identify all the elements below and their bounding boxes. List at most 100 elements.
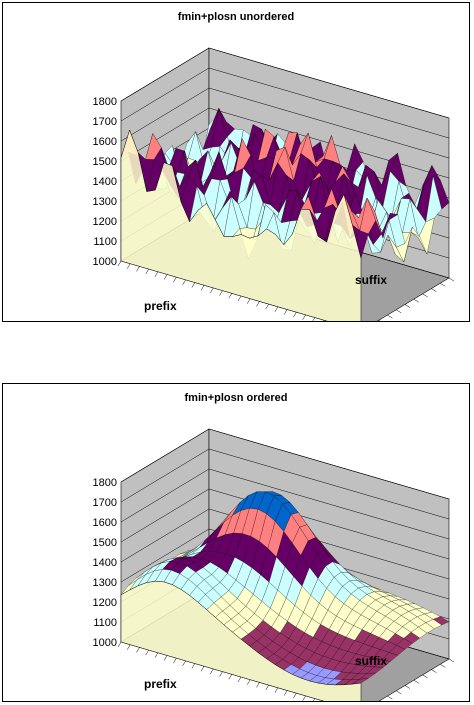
suffix-tick (431, 669, 437, 673)
gridline (120, 87, 450, 159)
prefix-tick (247, 679, 251, 685)
prefix-tick (136, 266, 140, 272)
z-tick-label: 1100 (93, 617, 117, 629)
suffix-tick (404, 304, 411, 308)
prefix-tick (302, 695, 306, 701)
gridline (120, 508, 450, 580)
z-tick-label: 1800 (93, 477, 117, 489)
surface-mesh (120, 107, 450, 263)
prefix-tick (274, 687, 279, 693)
prefix-tick (228, 293, 232, 299)
z-tick-label: 1400 (93, 557, 117, 569)
gridline (120, 47, 450, 119)
prefix-tick (293, 312, 297, 318)
prefix-tick (274, 306, 279, 312)
chart-title: fmin+plosn ordered (184, 392, 288, 404)
chart-title: fmin+plosn unordered (177, 11, 295, 23)
prefix-tick (136, 647, 140, 653)
gridline (120, 528, 450, 600)
x-axis-label: prefix (144, 299, 177, 313)
surface-plot: 1000 1100 1200 1300 1400 1500 1600 1700 1800 (93, 47, 455, 321)
z-tick-label: 1300 (93, 577, 117, 589)
y-axis-label: suffix (355, 654, 388, 668)
prefix-tick (145, 268, 149, 275)
z-tick-label: 1500 (93, 156, 117, 168)
gridline (120, 468, 450, 540)
z-tick-label: 1000 (93, 637, 117, 649)
prefix-tick (302, 314, 306, 320)
prefix-tick (237, 295, 242, 302)
suffix-tick (422, 293, 428, 298)
suffix-tick (422, 674, 428, 679)
suffix-tick (448, 658, 455, 663)
suffix-tick (440, 664, 446, 668)
prefix-tick (228, 674, 232, 680)
chart-panel-ordered: fmin+plosn ordered 1000 1100 1200 1300 1400 1… (2, 383, 470, 702)
x-axis-label: prefix (144, 677, 177, 691)
z-tick-label: 1100 (93, 236, 117, 248)
prefix-tick (256, 301, 260, 307)
z-tick-label: 1700 (93, 497, 117, 509)
gridline (120, 428, 450, 500)
prefix-tick (210, 668, 214, 675)
gridline (120, 448, 450, 520)
surface-front-skirt (120, 129, 362, 321)
prefix-tick (265, 684, 269, 691)
prefix-tick (247, 298, 251, 304)
z-tick-label: 1800 (93, 96, 117, 108)
suffix-tick (448, 277, 455, 282)
prefix-tick (163, 655, 168, 661)
prefix-tick (173, 277, 177, 283)
suffix-tick (440, 283, 446, 287)
prefix-tick (154, 652, 159, 658)
surface-plot: 1000 1100 1200 1300 1400 1500 1600 1700 1800 (93, 428, 455, 701)
prefix-tick (117, 260, 122, 267)
z-tick-label: 1200 (93, 216, 117, 228)
suffix-tick (431, 288, 437, 292)
suffix-tick (396, 690, 402, 695)
prefix-tick (127, 263, 131, 269)
gridline (120, 67, 450, 139)
prefix-tick (182, 279, 186, 285)
prefix-tick (312, 317, 316, 321)
suffix-tick (413, 298, 419, 303)
z-tick-label: 1000 (93, 256, 117, 268)
suffix-tick (387, 695, 393, 700)
chart-panel-unordered: fmin+plosn unordered 1000 1100 1200 1300 140… (2, 2, 470, 322)
z-tick-label: 1600 (93, 136, 117, 148)
y-axis-label: suffix (355, 273, 388, 287)
prefix-tick (200, 285, 205, 291)
prefix-tick (163, 274, 168, 280)
surface-mesh (120, 491, 450, 686)
prefix-tick (173, 658, 177, 664)
z-tick-label: 1700 (93, 116, 117, 128)
prefix-tick (117, 641, 122, 648)
prefix-tick (154, 271, 159, 277)
z-tick-label: 1200 (93, 597, 117, 609)
prefix-tick (191, 663, 196, 669)
suffix-tick (378, 320, 381, 321)
surface-front-skirt (120, 580, 362, 701)
suffix-tick (387, 314, 393, 319)
gridline (120, 488, 450, 560)
prefix-tick (145, 649, 149, 656)
prefix-tick (182, 660, 186, 666)
prefix-tick (283, 690, 288, 696)
prefix-tick (191, 282, 196, 288)
prefix-tick (256, 682, 260, 688)
suffix-tick (396, 309, 402, 314)
prefix-tick (293, 693, 297, 699)
prefix-tick (237, 676, 242, 683)
prefix-tick (127, 644, 131, 650)
prefix-tick (219, 290, 223, 296)
prefix-tick (313, 698, 316, 701)
prefix-tick (210, 287, 214, 294)
prefix-tick (283, 309, 288, 315)
prefix-tick (265, 303, 269, 310)
z-tick-label: 1600 (93, 517, 117, 529)
z-tick-label: 1300 (93, 196, 117, 208)
z-tick-label: 1400 (93, 176, 117, 188)
suffix-tick (413, 679, 419, 684)
z-tick-label: 1500 (93, 537, 117, 549)
suffix-tick (404, 685, 411, 689)
